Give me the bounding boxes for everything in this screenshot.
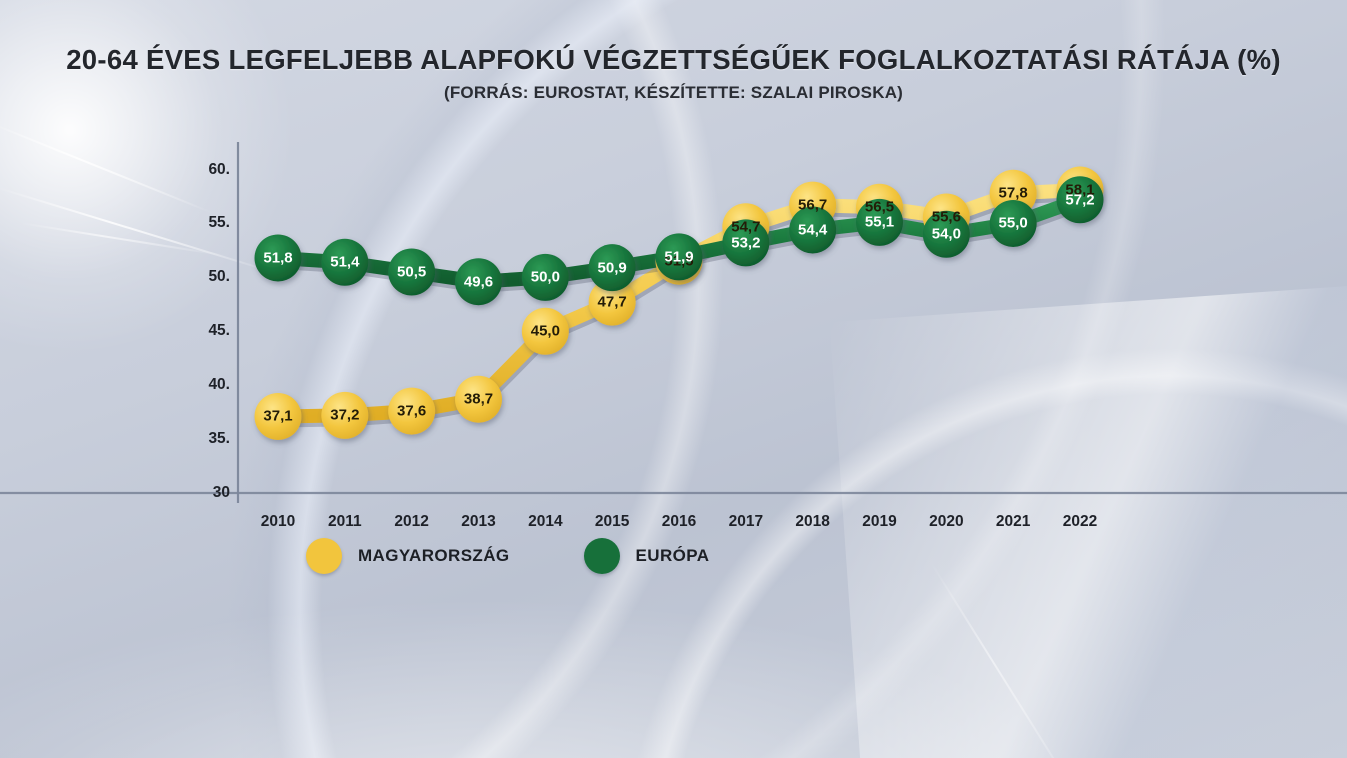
x-axis-tick-2019: 2019 [862,513,897,530]
data-point-marker[interactable] [254,392,302,440]
legend-item-europa[interactable]: EURÓPA [583,538,710,574]
data-point-marker[interactable] [521,253,569,301]
data-point-marker[interactable] [521,307,569,355]
y-axis-tick-30: 30 [212,484,230,501]
data-point-marker[interactable] [588,244,636,292]
x-axis-tick-2021: 2021 [995,513,1031,530]
chart-axes [0,142,1347,503]
x-axis-tick-2022: 2022 [1062,513,1098,530]
data-point-marker[interactable] [856,198,903,246]
y-axis-tick-50: 50. [208,268,230,286]
x-axis-tick-2010: 2010 [260,513,296,530]
legend-label-hungary: MAGYARORSZÁG [358,546,510,565]
y-axis-tick-60: 60. [208,160,230,178]
y-axis-tick-40: 40. [208,376,230,394]
data-point-marker[interactable] [388,387,436,435]
data-point-marker[interactable] [588,278,636,326]
x-axis-tick-2012: 2012 [394,513,429,530]
data-point-marker[interactable] [455,375,502,423]
data-point-marker[interactable] [254,234,302,282]
x-axis-tick-2011: 2011 [328,513,362,530]
x-axis-tick-2013: 2013 [461,513,496,530]
legend-swatch-europe-icon [583,538,620,574]
data-point-marker[interactable] [455,258,502,306]
chart-legend: MAGYARORSZÁG EURÓPA [306,538,783,574]
x-axis-tick-2020: 2020 [929,513,964,530]
data-point-marker[interactable] [321,391,369,439]
x-axis-tick-2017: 2017 [728,513,764,530]
y-axis-tick-55: 55. [208,214,230,232]
data-point-marker[interactable] [989,199,1037,247]
title-block: 20-64 ÉVES LEGFELJEBB ALAPFOKÚ VÉGZETTSÉ… [0,44,1347,103]
background-glow [0,0,290,350]
data-point-marker[interactable] [655,233,703,281]
chart-subtitle: (FORRÁS: EUROSTAT, KÉSZÍTETTE: SZALAI PI… [443,83,904,102]
data-point-marker[interactable] [789,206,837,254]
x-axis-tick-2014: 2014 [528,513,563,530]
y-axis-tick-35: 35. [208,430,230,448]
data-point-marker[interactable] [722,219,770,267]
data-point-marker[interactable] [1056,176,1104,224]
x-axis-tick-2015: 2015 [594,513,630,530]
y-axis-tick-45: 45. [208,322,230,340]
x-axis-tick-2018: 2018 [795,513,830,530]
x-axis-tick-2016: 2016 [661,513,697,530]
data-point-marker[interactable] [922,210,970,258]
data-point-marker[interactable] [388,248,436,296]
legend-label-europe: EURÓPA [635,546,710,565]
legend-item-magyarorszag[interactable]: MAGYARORSZÁG [306,538,510,574]
chart-markers [254,166,1104,440]
data-point-marker[interactable] [321,238,369,286]
legend-swatch-hungary-icon [306,538,342,574]
page-title: 20-64 ÉVES LEGFELJEBB ALAPFOKÚ VÉGZETTSÉ… [66,44,1281,75]
